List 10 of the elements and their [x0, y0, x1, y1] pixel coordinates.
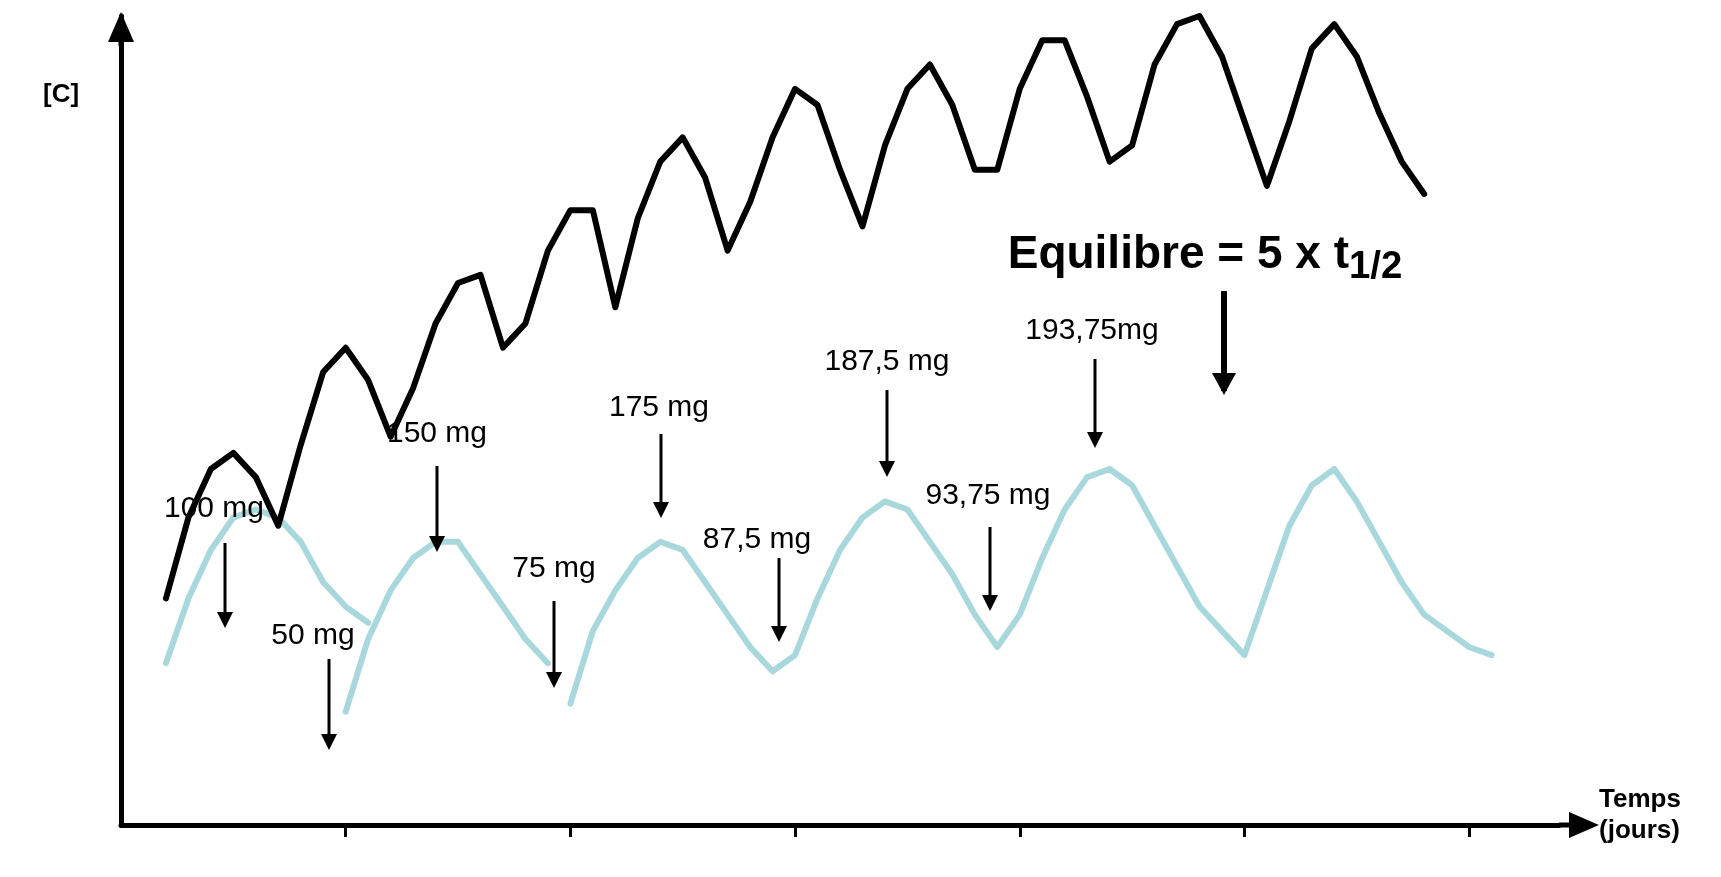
x-axis-title: Temps (jours) [1599, 783, 1682, 845]
annotation: 193,75mg [1025, 312, 1159, 346]
annotation: 175 mg [608, 389, 710, 423]
annotation: 93,75 mg [925, 477, 1051, 511]
annotation: 50 mg [271, 617, 355, 651]
annotation: 75 mg [512, 550, 596, 584]
annotation: 187,5 mg [824, 343, 950, 377]
y-axis-title: [C] [43, 78, 80, 109]
annotation: Equilibre = 5 x t$_{1/2}$ [1007, 224, 1403, 288]
annotation: 87,5 mg [702, 521, 812, 555]
